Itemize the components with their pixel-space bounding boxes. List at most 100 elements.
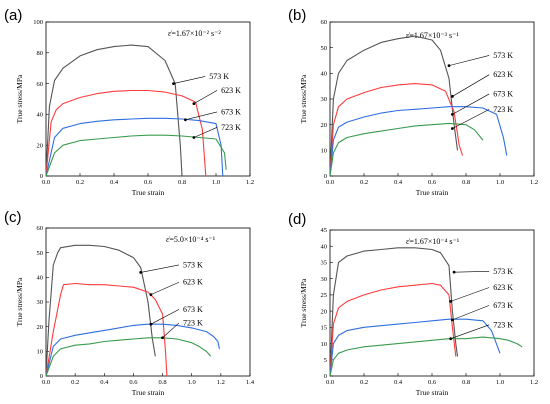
- x-tick-label: 0.6: [144, 179, 153, 186]
- y-tick-label: 10: [321, 148, 328, 155]
- series-line-573k: [45, 244, 156, 377]
- x-tick-label: 0.4: [110, 179, 119, 186]
- y-tick-label: 30: [37, 299, 44, 306]
- series-line-723k: [329, 122, 484, 177]
- y-tick-label: 40: [37, 112, 44, 119]
- annotation-label: 723 K: [221, 123, 241, 132]
- series-line-623k: [329, 83, 464, 177]
- y-tick-label: 0: [40, 373, 43, 380]
- strain-rate-label: ε̇=1.67×10⁻³ s⁻¹: [406, 31, 459, 40]
- panel-label: (a): [4, 7, 22, 24]
- panel-label: (d): [288, 211, 306, 228]
- annotation-arrow: [140, 264, 180, 273]
- annotation-arrowhead: [452, 270, 456, 274]
- x-tick-label: 0.2: [71, 379, 79, 386]
- x-tick-label: 0.6: [428, 379, 437, 386]
- y-tick-label: 30: [321, 276, 328, 283]
- x-tick-label: 0.0: [326, 179, 334, 186]
- x-tick-label: 0.2: [360, 179, 368, 186]
- x-tick-label: 0.4: [100, 379, 109, 386]
- y-tick-label: 0: [324, 373, 327, 380]
- annotation-arrowhead: [447, 64, 451, 68]
- series-line-573k: [329, 247, 459, 377]
- y-tick-label: 20: [321, 122, 328, 129]
- series-line-573k: [329, 35, 459, 177]
- y-tick-label: 45: [321, 227, 328, 234]
- y-tick-label: 5: [324, 357, 327, 364]
- annotation-arrow: [162, 322, 180, 338]
- annotation-arrow: [448, 55, 490, 66]
- y-tick-label: 40: [321, 71, 328, 78]
- y-tick-label: 0: [40, 173, 43, 180]
- series-line-573k: [45, 44, 183, 177]
- annotation-arrowhead: [149, 322, 153, 326]
- series-line-673k: [45, 323, 220, 377]
- y-tick-label: 40: [37, 275, 44, 282]
- y-tick-label: 20: [37, 324, 44, 331]
- annotation-arrowhead: [451, 127, 454, 130]
- y-tick-label: 15: [321, 325, 328, 332]
- annotation-arrow: [452, 93, 490, 115]
- series-line-723k: [45, 134, 227, 177]
- chart-panel-3: (c) 0.0 0.2 0.4 0.6 0.8 1.0 1.2 1.4 0 10 20 30 40 50 60…: [4, 209, 255, 397]
- annotation-arrow: [185, 111, 218, 121]
- plot-frame: [329, 21, 535, 177]
- y-tick-label: 60: [37, 225, 44, 232]
- annotation-label: 673 K: [221, 107, 241, 116]
- y-tick-label: 25: [321, 292, 328, 299]
- y-tick-label: 50: [37, 250, 44, 257]
- y-axis-title: True stress/MPa: [15, 277, 24, 326]
- annotation-arrowhead: [449, 337, 453, 341]
- y-tick-label: 80: [37, 50, 44, 57]
- x-tick-label: 0.2: [360, 379, 368, 386]
- chart-panel-1: (a) 0.0 0.2 0.4 0.6 0.8 1.0 1.2 0 20 40 60 80 100 True…: [4, 7, 254, 197]
- x-tick-label: 1.2: [217, 379, 225, 386]
- series-line-673k: [45, 117, 224, 177]
- annotation-arrow: [150, 309, 180, 325]
- x-tick-label: 0.6: [428, 179, 437, 186]
- annotation-label: 723 K: [493, 105, 513, 114]
- strain-rate-label: ε̇=1.67×10⁻⁴ s⁻¹: [406, 237, 460, 246]
- annotation-label: 623 K: [183, 278, 203, 287]
- annotation-arrowhead: [451, 113, 454, 116]
- y-tick-label: 35: [321, 260, 328, 267]
- series-line-723k: [329, 336, 523, 377]
- x-tick-label: 0.0: [42, 379, 50, 386]
- y-tick-label: 60: [37, 81, 44, 88]
- y-axis-title: True stress/MPa: [15, 74, 24, 123]
- series-line-673k: [329, 318, 501, 377]
- x-tick-label: 1.0: [496, 379, 504, 386]
- strain-rate-label: ε̇=1.67×10⁻² s⁻²: [168, 29, 221, 38]
- annotation-arrow: [452, 109, 490, 129]
- annotation-label: 623 K: [493, 283, 513, 292]
- annotation-arrowhead: [172, 82, 175, 85]
- annotation-arrow: [193, 90, 218, 104]
- x-tick-label: 0.8: [159, 379, 167, 386]
- annotation-arrow: [450, 324, 490, 339]
- y-axis-title: True stress/MPa: [299, 74, 308, 123]
- annotation-label: 673 K: [493, 89, 513, 98]
- annotation-label: 673 K: [493, 301, 513, 310]
- x-axis-title: True strain: [416, 188, 449, 197]
- annotation-label: 573 K: [493, 267, 513, 276]
- annotation-arrow: [454, 271, 490, 273]
- x-tick-label: 1.0: [212, 179, 220, 186]
- annotation-arrow: [452, 74, 490, 97]
- annotation-label: 573 K: [209, 72, 229, 81]
- y-tick-label: 10: [321, 341, 328, 348]
- x-tick-label: 0.4: [394, 179, 403, 186]
- annotation-label: 573 K: [183, 260, 203, 269]
- series-line-623k: [45, 282, 168, 377]
- annotation-label: 673 K: [183, 305, 203, 314]
- annotation-arrowhead: [192, 136, 196, 139]
- strain-rate-label: ε̇=5.0×10⁻⁴ s⁻¹: [166, 235, 216, 244]
- x-tick-label: 0.6: [129, 379, 138, 386]
- x-tick-label: 0.8: [462, 179, 470, 186]
- annotation-arrow: [452, 305, 490, 321]
- annotation-arrowhead: [184, 118, 187, 122]
- series-line-623k: [45, 89, 207, 177]
- x-axis-title: True strain: [132, 188, 165, 197]
- annotation-arrowhead: [161, 336, 164, 340]
- x-tick-label: 1.2: [530, 179, 538, 186]
- x-tick-label: 0.0: [326, 379, 334, 386]
